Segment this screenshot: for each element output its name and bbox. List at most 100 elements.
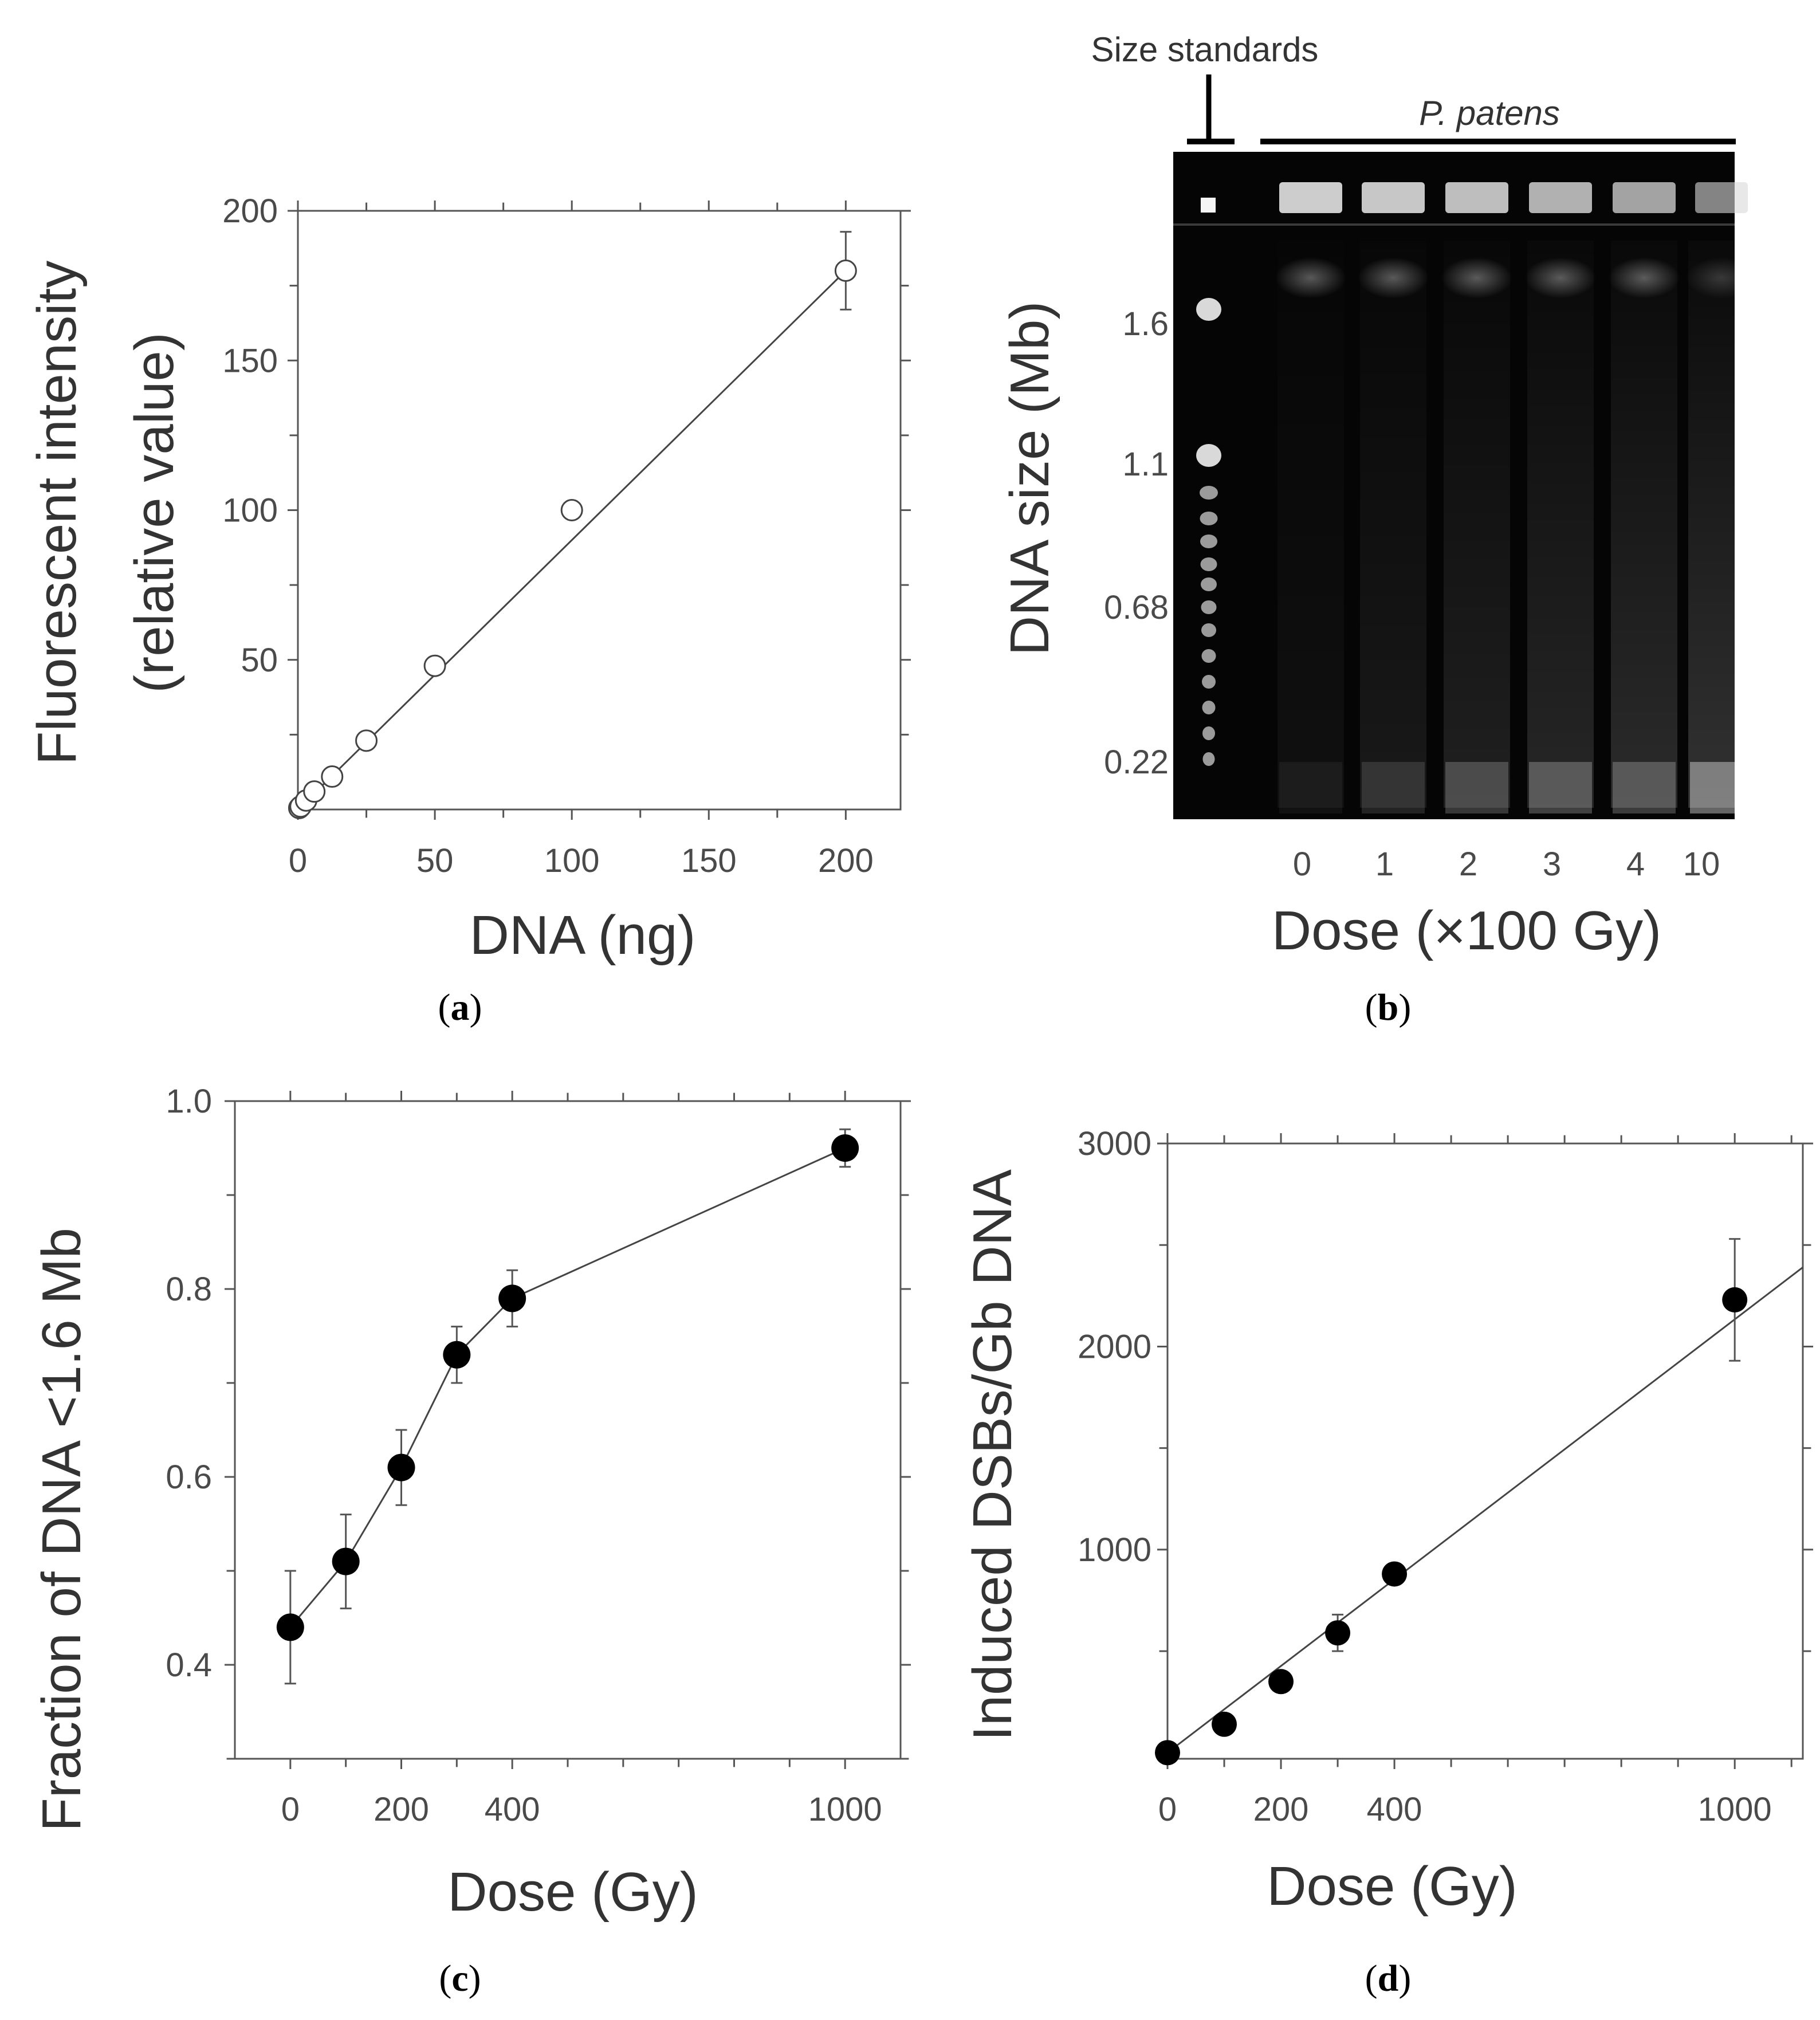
lane-low-band: [1613, 762, 1676, 813]
ladder-band: [1200, 535, 1217, 548]
panel-a-y-axis-title-line2: (relative value): [124, 332, 185, 693]
panel-a-x-axis-title: DNA (ng): [470, 905, 696, 966]
panel-d-label: (d): [1365, 1958, 1412, 1999]
lane-smear: [1277, 241, 1344, 808]
ladder-band: [1200, 486, 1218, 500]
lane-well: [1695, 182, 1748, 213]
ladder-band: [1196, 444, 1221, 467]
data-point: [1722, 1287, 1748, 1312]
x-tick-label: 50: [416, 842, 454, 879]
data-point: [1382, 1561, 1408, 1587]
gel-lane-label: 2: [1459, 846, 1477, 883]
x-tick-label: 0: [1158, 1791, 1177, 1828]
panel-c-x-axis-title: Dose (Gy): [447, 1861, 698, 1923]
gel-sample-label: P. patens: [1419, 94, 1560, 132]
lane-low-band: [1690, 762, 1753, 813]
gel-size-label: 1.6: [1122, 305, 1169, 343]
x-tick-label: 200: [818, 842, 874, 879]
gel-size-label: 0.22: [1104, 744, 1169, 781]
panel-c-axes: [234, 1100, 902, 1760]
panel-d-y-axis-title: Induced DSBs/Gb DNA: [962, 1169, 1023, 1741]
ladder-band: [1201, 649, 1216, 663]
fit-line: [1167, 1267, 1803, 1754]
panel-c-points: [276, 1128, 859, 1685]
y-tick-label: 1.0: [166, 1083, 212, 1120]
data-point: [387, 1453, 415, 1481]
gel-lane-labels: 0 1 2 3 4 10: [1293, 846, 1720, 883]
data-point: [332, 1547, 360, 1575]
data-point: [276, 1613, 304, 1641]
panel-a-points: [288, 231, 857, 819]
data-point: [1155, 1740, 1180, 1766]
lane-low-band: [1279, 762, 1342, 813]
gel-lane-label: 3: [1543, 846, 1561, 883]
data-point: [443, 1341, 471, 1369]
panel-d-ticks: 0 200 400 1000 1000 2000 3000: [1078, 1125, 1813, 1828]
y-tick-label: 0.6: [166, 1459, 212, 1496]
y-tick-label: 2000: [1078, 1328, 1151, 1365]
x-tick-label: 1000: [1698, 1791, 1772, 1828]
lane-well: [1445, 182, 1508, 213]
ladder-band: [1201, 577, 1217, 591]
ladder-band: [1202, 675, 1216, 689]
ladder-band: [1201, 600, 1217, 614]
gel-lane-label: 10: [1683, 846, 1720, 883]
y-tick-label: 200: [222, 192, 278, 230]
gel-lane-label: 4: [1626, 846, 1645, 883]
y-tick-label: 1000: [1078, 1531, 1151, 1569]
x-tick-label: 100: [544, 842, 600, 879]
gel-size-label: 1.1: [1122, 446, 1169, 483]
data-point: [355, 729, 378, 752]
gel-x-axis-title: Dose (×100 Gy): [1272, 900, 1661, 961]
gel-y-axis-title: DNA size (Mb): [999, 301, 1060, 656]
data-point: [423, 654, 446, 677]
y-tick-label: 150: [222, 342, 278, 379]
lane-smear: [1360, 241, 1426, 808]
x-tick-label: 1000: [808, 1791, 882, 1828]
y-tick-label: 3000: [1078, 1125, 1151, 1162]
plot-frame: [1166, 1142, 1804, 1760]
x-tick-label: 0: [281, 1791, 300, 1828]
gel-sample-lanes: [1275, 182, 1757, 813]
panel-d-chart: 0 200 400 1000 1000 2000 3000 Dose (Gy) Induce…: [962, 1125, 1813, 1999]
ladder-band: [1201, 623, 1216, 637]
ladder-well: [1201, 198, 1216, 213]
panel-c-connecting-line: [289, 1147, 846, 1628]
panel-d-x-axis-title: Dose (Gy): [1267, 1856, 1517, 1917]
data-point: [560, 499, 583, 521]
panel-c-label: (c): [439, 1958, 481, 1999]
lane-smear: [1688, 241, 1755, 808]
fit-line: [297, 270, 847, 811]
y-tick-label: 0.8: [166, 1271, 212, 1308]
y-tick-label: 50: [241, 642, 278, 679]
gel-size-label: 0.68: [1104, 589, 1169, 626]
gel-lane-label: 0: [1293, 846, 1311, 883]
gel-lane-label: 1: [1375, 846, 1394, 883]
lane-low-band: [1529, 762, 1592, 813]
x-tick-label: 400: [485, 1791, 540, 1828]
ladder-band: [1200, 557, 1217, 571]
x-tick-label: 400: [1367, 1791, 1422, 1828]
ladder-band: [1202, 726, 1215, 740]
lane-low-band: [1445, 762, 1508, 813]
ladder-band: [1202, 752, 1215, 766]
x-tick-label: 0: [289, 842, 307, 879]
lane-well: [1613, 182, 1676, 213]
lane-smear: [1444, 241, 1510, 808]
series-line: [289, 1147, 846, 1628]
gel-size-standards-label: Size standards: [1091, 30, 1319, 69]
panel-c-chart: 0 200 400 1000 0.4 0.6 0.8 1.0 Dose (Gy) Fracti…: [31, 1083, 911, 1999]
x-tick-label: 200: [1253, 1791, 1309, 1828]
lane-low-band: [1362, 762, 1425, 813]
panel-d-axes: [1166, 1142, 1804, 1760]
plot-frame: [234, 1100, 902, 1760]
lane-well: [1529, 182, 1592, 213]
data-point: [1268, 1669, 1294, 1695]
data-point: [321, 765, 344, 788]
panel-d-fit-line: [1167, 1267, 1803, 1754]
lane-well: [1362, 182, 1425, 213]
panel-a-y-axis-title-line1: Fluorescent intensity: [26, 261, 88, 765]
y-tick-label: 100: [222, 492, 278, 529]
panel-a-label: (a): [438, 987, 482, 1028]
data-point: [303, 780, 326, 803]
